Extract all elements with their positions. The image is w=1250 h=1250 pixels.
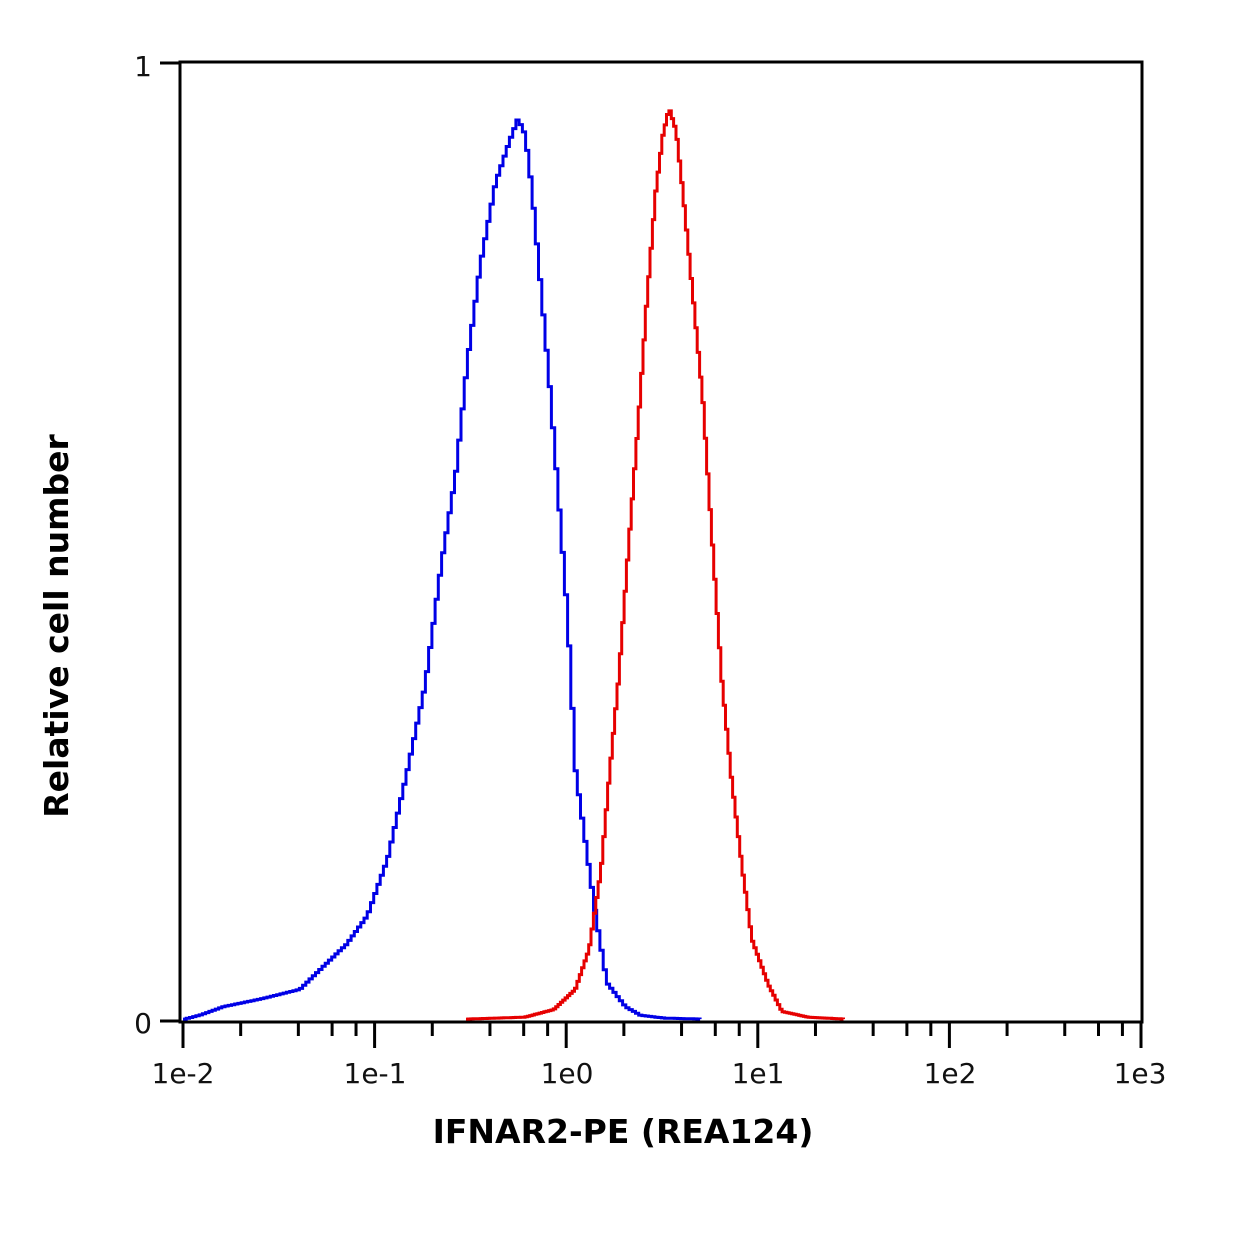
- y-axis-title: Relative cell number: [37, 434, 76, 818]
- x-tick-label: 1e1: [732, 1057, 785, 1090]
- x-axis-title: IFNAR2-PE (REA124): [433, 1112, 814, 1151]
- y-tick-label-top: 1: [134, 50, 152, 83]
- ifnar2-histogram-line: [466, 109, 845, 1021]
- y-axis: 1 0: [134, 50, 180, 1040]
- x-axis-ticks: [181, 1022, 1143, 1048]
- x-tick-label: 1e3: [1114, 1057, 1167, 1090]
- histogram-series: [183, 109, 845, 1021]
- control-histogram-line: [183, 118, 702, 1021]
- x-tick-label: 1e-2: [152, 1057, 215, 1090]
- y-tick-label-bottom: 0: [134, 1007, 152, 1040]
- x-axis-tick-labels: 1e-2 1e-1 1e0 1e1 1e2 1e3: [152, 1057, 1167, 1090]
- x-tick-label: 1e-1: [344, 1057, 407, 1090]
- x-tick-label: 1e0: [541, 1057, 594, 1090]
- plot-frame: [178, 60, 1144, 1024]
- x-tick-label: 1e2: [924, 1057, 977, 1090]
